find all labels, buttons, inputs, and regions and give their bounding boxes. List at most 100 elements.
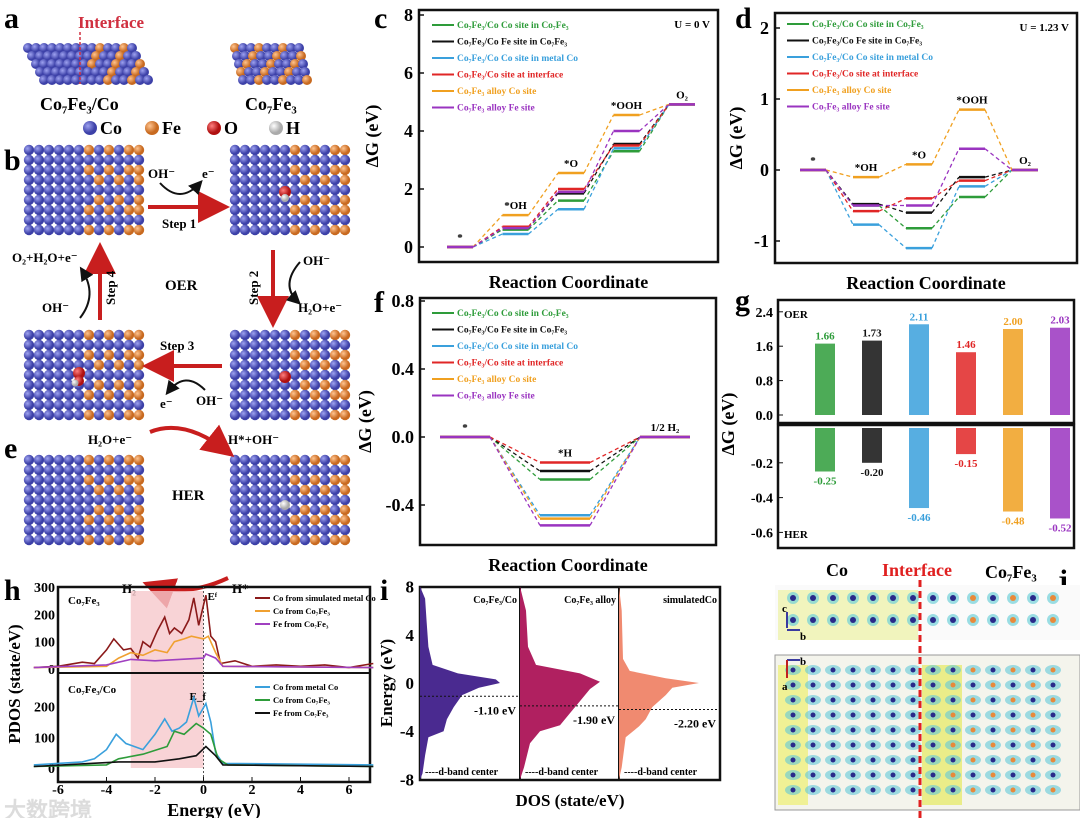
panel-a-structures	[23, 43, 312, 85]
co-atom	[249, 154, 261, 166]
co-atom	[51, 51, 61, 61]
co-atom	[268, 67, 278, 77]
co-atom	[309, 194, 321, 206]
curved-arrow-1	[159, 180, 203, 196]
state-label: *	[457, 232, 463, 244]
atom	[990, 787, 996, 793]
co-atom	[229, 474, 241, 486]
co-atom	[63, 224, 75, 236]
fe-atom	[329, 349, 341, 361]
co-atom	[249, 464, 261, 476]
co-atom	[93, 349, 105, 361]
co-atom	[319, 524, 331, 536]
co-atom	[319, 329, 331, 341]
legend-entry: Co₇Fe₃/Co Fe site in Co₇Fe₃	[457, 38, 567, 48]
co-atom	[33, 494, 45, 506]
co-atom	[73, 389, 85, 401]
co-atom	[43, 204, 55, 216]
co-atom	[249, 494, 261, 506]
co-atom	[83, 339, 95, 351]
connector	[489, 436, 541, 526]
fe-atom	[339, 534, 351, 546]
co-atom	[33, 524, 45, 536]
co-atom	[39, 43, 49, 53]
legend-entry: Co₇Fe₃/Co Co site in Co₇Fe₃	[812, 20, 924, 30]
her-model-bare	[23, 454, 145, 546]
atom	[970, 617, 976, 623]
co-atom	[93, 494, 105, 506]
co-atom	[63, 409, 75, 421]
legend-entry: Co from Co₇Fe₃	[273, 606, 330, 616]
panel-label-b: b	[4, 144, 21, 177]
subplot-title: Co₇Fe₃	[68, 595, 100, 607]
co-atom	[53, 474, 65, 486]
co-atom	[279, 144, 291, 156]
co-atom	[123, 464, 135, 476]
co-atom	[319, 514, 331, 526]
surface-models	[23, 144, 351, 546]
legend-entry: Co₇Fe₃/Co Co site in metal Co	[812, 53, 933, 63]
co-atom	[229, 484, 241, 496]
co-atom	[133, 399, 145, 411]
co-atom	[288, 51, 298, 61]
fe-atom	[309, 409, 321, 421]
co-atom	[289, 504, 301, 516]
co-atom	[329, 484, 341, 496]
legend-entry: ----d-band center	[525, 767, 599, 778]
x-tick-label: -6	[52, 783, 64, 798]
co-atom	[329, 339, 341, 351]
connector	[825, 169, 854, 225]
co-atom	[73, 399, 85, 411]
co-atom	[279, 224, 291, 236]
atom	[1010, 682, 1016, 688]
co-atom	[83, 194, 95, 206]
connector	[489, 436, 541, 516]
atom	[970, 595, 976, 601]
atom	[810, 772, 816, 778]
co-atom	[319, 464, 331, 476]
fe-atom	[83, 534, 95, 546]
connector	[589, 436, 641, 516]
fe-atom	[289, 454, 301, 466]
fe-atom	[309, 164, 321, 176]
co-atom	[339, 464, 351, 476]
co-atom	[93, 369, 105, 381]
co-atom	[269, 164, 281, 176]
legend-entry: Co from metal Co	[273, 682, 338, 692]
connector	[583, 150, 615, 201]
fe-atom	[290, 59, 300, 69]
atom	[830, 712, 836, 718]
co-atom	[33, 329, 45, 341]
fe-atom	[339, 204, 351, 216]
co-atom	[33, 474, 45, 486]
y-tick-label: -1	[754, 231, 769, 251]
atom	[910, 595, 916, 601]
fe-atom	[302, 75, 312, 85]
y-tick-label: 200	[34, 608, 55, 623]
co-atom	[289, 174, 301, 186]
atom	[910, 787, 916, 793]
co-atom	[259, 184, 271, 196]
oh-label-4: OH⁻	[42, 300, 69, 315]
co-atom	[39, 75, 49, 85]
connector	[878, 203, 907, 214]
fe-atom	[83, 389, 95, 401]
atom	[1030, 757, 1036, 763]
co-atom	[249, 454, 261, 466]
fe-atom	[103, 409, 115, 421]
co-atom	[111, 75, 121, 85]
co-atom	[269, 194, 281, 206]
co-atom	[133, 154, 145, 166]
fe-atom	[309, 144, 321, 156]
fe-atom	[103, 224, 115, 236]
co-atom	[91, 67, 101, 77]
y-tick-label: 1	[760, 89, 769, 109]
atom	[790, 772, 796, 778]
co-atom	[319, 494, 331, 506]
fe-atom	[113, 484, 125, 496]
co-atom	[229, 359, 241, 371]
co-atom	[93, 154, 105, 166]
co-atom	[33, 399, 45, 411]
atom	[790, 757, 796, 763]
co-atom	[229, 184, 241, 196]
